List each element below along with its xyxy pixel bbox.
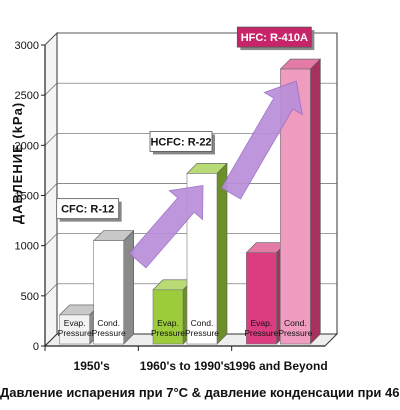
transition-arrow xyxy=(220,80,303,200)
bar-series-label: Pressure xyxy=(244,328,278,338)
y-tick-label: 3000 xyxy=(15,40,39,52)
x-axis-label: Давление испарения при 7°C & давление ко… xyxy=(0,385,400,400)
bar-series-label: Pressure xyxy=(58,328,92,338)
bar-series-label: Pressure xyxy=(151,328,185,338)
gridline-side xyxy=(44,183,58,196)
category-label: 1950's xyxy=(74,359,111,373)
y-axis-label: ДАВЛЕНИЕ (kPa) xyxy=(10,101,25,225)
gridline-side xyxy=(44,283,58,297)
gridline-side xyxy=(44,82,58,96)
y-tick-label: 0 xyxy=(33,341,39,353)
refrigerant-box xyxy=(149,131,213,152)
gridline-side xyxy=(44,133,58,146)
bar-series-label: Evap. xyxy=(157,318,179,328)
y-tick-label: 2500 xyxy=(15,90,39,102)
bar-series-label: Cond. xyxy=(284,318,307,328)
y-tick-label: 1000 xyxy=(15,241,39,253)
bar-series-label: Pressure xyxy=(185,328,219,338)
bar-series-label: Pressure xyxy=(278,328,312,338)
y-tick-label: 2000 xyxy=(15,140,39,152)
bar-side xyxy=(310,58,321,345)
y-tick-label: 500 xyxy=(21,291,39,303)
bar-series-label: Pressure xyxy=(92,328,126,338)
bar-side xyxy=(123,229,134,345)
bar-series-label: Evap. xyxy=(250,318,272,328)
gridline-side xyxy=(44,233,58,246)
bar-series-label: Evap. xyxy=(64,318,86,328)
refrigerant-box xyxy=(56,198,120,220)
category-label: 1960's to 1990's xyxy=(140,359,231,373)
gridline-side xyxy=(44,32,58,46)
bar-series-label: Cond. xyxy=(97,318,120,328)
bar-evap xyxy=(246,252,277,345)
refrigerant-label: HCFC: R-22 xyxy=(150,136,211,148)
bar-series-label: Cond. xyxy=(191,318,214,328)
refrigerant-label: CFC: R-12 xyxy=(61,204,114,216)
refrigerant-box xyxy=(236,26,312,48)
category-label: 1996 and Beyond xyxy=(229,359,328,373)
bar-evap xyxy=(59,314,90,345)
bar-cond xyxy=(93,240,124,345)
refrigerant-label: HFC: R-410A xyxy=(241,32,308,44)
y-tick-label: 1500 xyxy=(15,191,39,203)
bar-evap xyxy=(152,289,184,345)
transition-arrow xyxy=(128,184,204,269)
